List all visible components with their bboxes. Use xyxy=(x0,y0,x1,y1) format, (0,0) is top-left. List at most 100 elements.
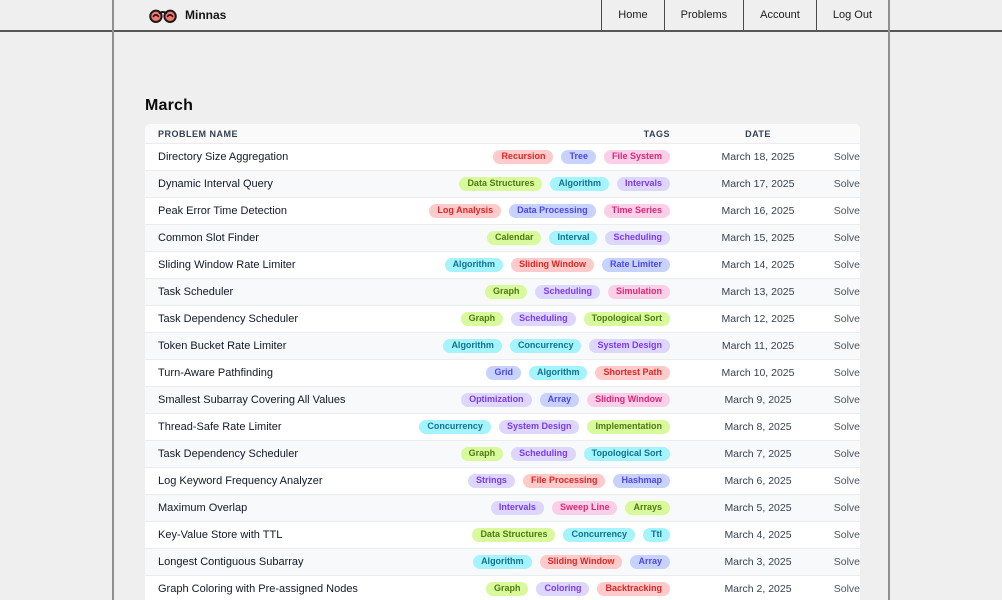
tags-cell: Algorithm Sliding Window Array xyxy=(400,554,696,570)
navbar: Minnas Home Problems Account Log Out xyxy=(0,0,1002,32)
header-date: Date xyxy=(745,128,771,139)
tags-cell: Algorithm Sliding Window Rate Limiter xyxy=(400,257,696,273)
solve-link[interactable]: Solve xyxy=(833,151,860,163)
tag-pill: Intervals xyxy=(616,176,670,192)
tag-pill: Algorithm xyxy=(473,554,532,570)
table-row: Maximum Overlap Intervals Sweep Line Array… xyxy=(145,494,860,521)
tags-cell: Intervals Sweep Line Arrays xyxy=(400,500,696,516)
problem-name: Sliding Window Rate Limiter xyxy=(158,259,296,271)
tag-pill: Time Series xyxy=(603,203,670,219)
problem-date: March 4, 2025 xyxy=(724,529,792,541)
problem-name: Turn-Aware Pathfinding xyxy=(158,367,273,379)
nav-item-logout[interactable]: Log Out xyxy=(815,0,888,30)
glasses-logo-icon xyxy=(148,7,178,24)
problem-name: Task Dependency Scheduler xyxy=(158,313,299,325)
table-row: Task Scheduler Graph Scheduling Simulation… xyxy=(145,278,860,305)
solve-link[interactable]: Solve xyxy=(833,475,860,487)
header-tags: Tags xyxy=(643,128,670,139)
problem-date: March 9, 2025 xyxy=(724,394,792,406)
solve-link[interactable]: Solve xyxy=(833,394,860,406)
tag-pill: Concurrency xyxy=(419,419,491,435)
problem-date: March 10, 2025 xyxy=(721,367,795,379)
solve-link[interactable]: Solve xyxy=(833,502,860,514)
tags-cell: Strings File Processing Hashmap xyxy=(400,473,696,489)
table-header-row: Problem Name Tags Date xyxy=(145,124,860,143)
tag-pill: Intervals xyxy=(490,500,544,516)
tags-cell: Graph Scheduling Topological Sort xyxy=(400,446,696,462)
problem-date: March 12, 2025 xyxy=(721,313,795,325)
problem-date: March 11, 2025 xyxy=(721,340,795,352)
problem-date: March 13, 2025 xyxy=(721,286,795,298)
tag-pill: System Design xyxy=(589,338,670,354)
problem-date: March 14, 2025 xyxy=(721,259,795,271)
problem-name: Log Keyword Frequency Analyzer xyxy=(158,475,323,487)
tag-pill: Algorithm xyxy=(444,257,504,273)
brand[interactable]: Minnas xyxy=(148,0,226,30)
tag-pill: Rate Limiter xyxy=(601,257,670,273)
solve-link[interactable]: Solve xyxy=(833,178,860,190)
solve-link[interactable]: Solve xyxy=(833,286,860,298)
table-row: Smallest Subarray Covering All Values Op… xyxy=(145,386,860,413)
problem-date: March 8, 2025 xyxy=(724,421,792,433)
problem-date: March 18, 2025 xyxy=(721,151,795,163)
table-row: Directory Size Aggregation Recursion Tree… xyxy=(145,143,860,170)
solve-link[interactable]: Solve xyxy=(833,340,860,352)
problem-name: Task Dependency Scheduler xyxy=(158,448,299,460)
problem-date: March 7, 2025 xyxy=(724,448,792,460)
tag-pill: Sliding Window xyxy=(539,554,623,570)
table-row: Common Slot Finder Calendar Interval Sched… xyxy=(145,224,860,251)
problem-date: March 15, 2025 xyxy=(721,232,795,244)
tag-pill: System Design xyxy=(498,419,580,435)
tags-cell: Optimization Array Sliding Window xyxy=(400,392,696,408)
tag-pill: Sweep Line xyxy=(551,500,618,516)
tag-pill: Scheduling xyxy=(511,311,576,327)
nav-item-home[interactable]: Home xyxy=(601,0,663,30)
tag-pill: Concurrency xyxy=(509,338,582,354)
problem-date: March 3, 2025 xyxy=(724,556,792,568)
tags-cell: Graph Coloring Backtracking xyxy=(400,581,696,597)
solve-link[interactable]: Solve xyxy=(833,583,860,595)
tag-pill: Scheduling xyxy=(605,230,670,246)
tag-pill: Graph xyxy=(460,446,504,462)
tag-pill: Scheduling xyxy=(511,446,576,462)
tags-cell: Data Structures Concurrency Ttl xyxy=(400,527,696,543)
tag-pill: Optimization xyxy=(461,392,532,408)
tags-cell: Data Structures Algorithm Intervals xyxy=(400,176,696,192)
solve-link[interactable]: Solve xyxy=(833,232,860,244)
tag-pill: Shortest Path xyxy=(595,365,670,381)
tag-pill: Data Structures xyxy=(459,176,543,192)
tag-pill: Log Analysis xyxy=(429,203,502,219)
tag-pill: Data Processing xyxy=(509,203,596,219)
solve-link[interactable]: Solve xyxy=(833,367,860,379)
problem-name: Smallest Subarray Covering All Values xyxy=(158,394,346,406)
tags-cell: Recursion Tree File System xyxy=(400,149,696,165)
tag-pill: Strings xyxy=(467,473,515,489)
tags-cell: Graph Scheduling Simulation xyxy=(400,284,696,300)
solve-link[interactable]: Solve xyxy=(833,259,860,271)
problem-name: Longest Contiguous Subarray xyxy=(158,556,304,568)
nav-item-account[interactable]: Account xyxy=(743,0,816,30)
solve-link[interactable]: Solve xyxy=(833,556,860,568)
tag-pill: Graph xyxy=(484,284,528,300)
page-title: March xyxy=(145,97,194,114)
tag-pill: Array xyxy=(630,554,670,570)
tag-pill: Implementation xyxy=(587,419,670,435)
page-right-rule xyxy=(888,0,890,600)
solve-link[interactable]: Solve xyxy=(833,313,860,325)
problem-name: Dynamic Interval Query xyxy=(158,178,273,190)
tag-pill: Algorithm xyxy=(550,176,609,192)
problem-name: Maximum Overlap xyxy=(158,502,248,514)
table-row: Graph Coloring with Pre-assigned Nodes G… xyxy=(145,575,860,600)
table-row: Task Dependency Scheduler Graph Schedulin… xyxy=(145,440,860,467)
problem-name: Thread-Safe Rate Limiter xyxy=(158,421,282,433)
solve-link[interactable]: Solve xyxy=(833,421,860,433)
solve-link[interactable]: Solve xyxy=(833,529,860,541)
solve-link[interactable]: Solve xyxy=(833,448,860,460)
problem-date: March 6, 2025 xyxy=(724,475,792,487)
tags-cell: Algorithm Concurrency System Design xyxy=(400,338,696,354)
solve-link[interactable]: Solve xyxy=(833,205,860,217)
problem-name: Directory Size Aggregation xyxy=(158,151,289,163)
table-row: Task Dependency Scheduler Graph Schedulin… xyxy=(145,305,860,332)
nav-item-problems[interactable]: Problems xyxy=(663,0,743,30)
tag-pill: Scheduling xyxy=(535,284,600,300)
